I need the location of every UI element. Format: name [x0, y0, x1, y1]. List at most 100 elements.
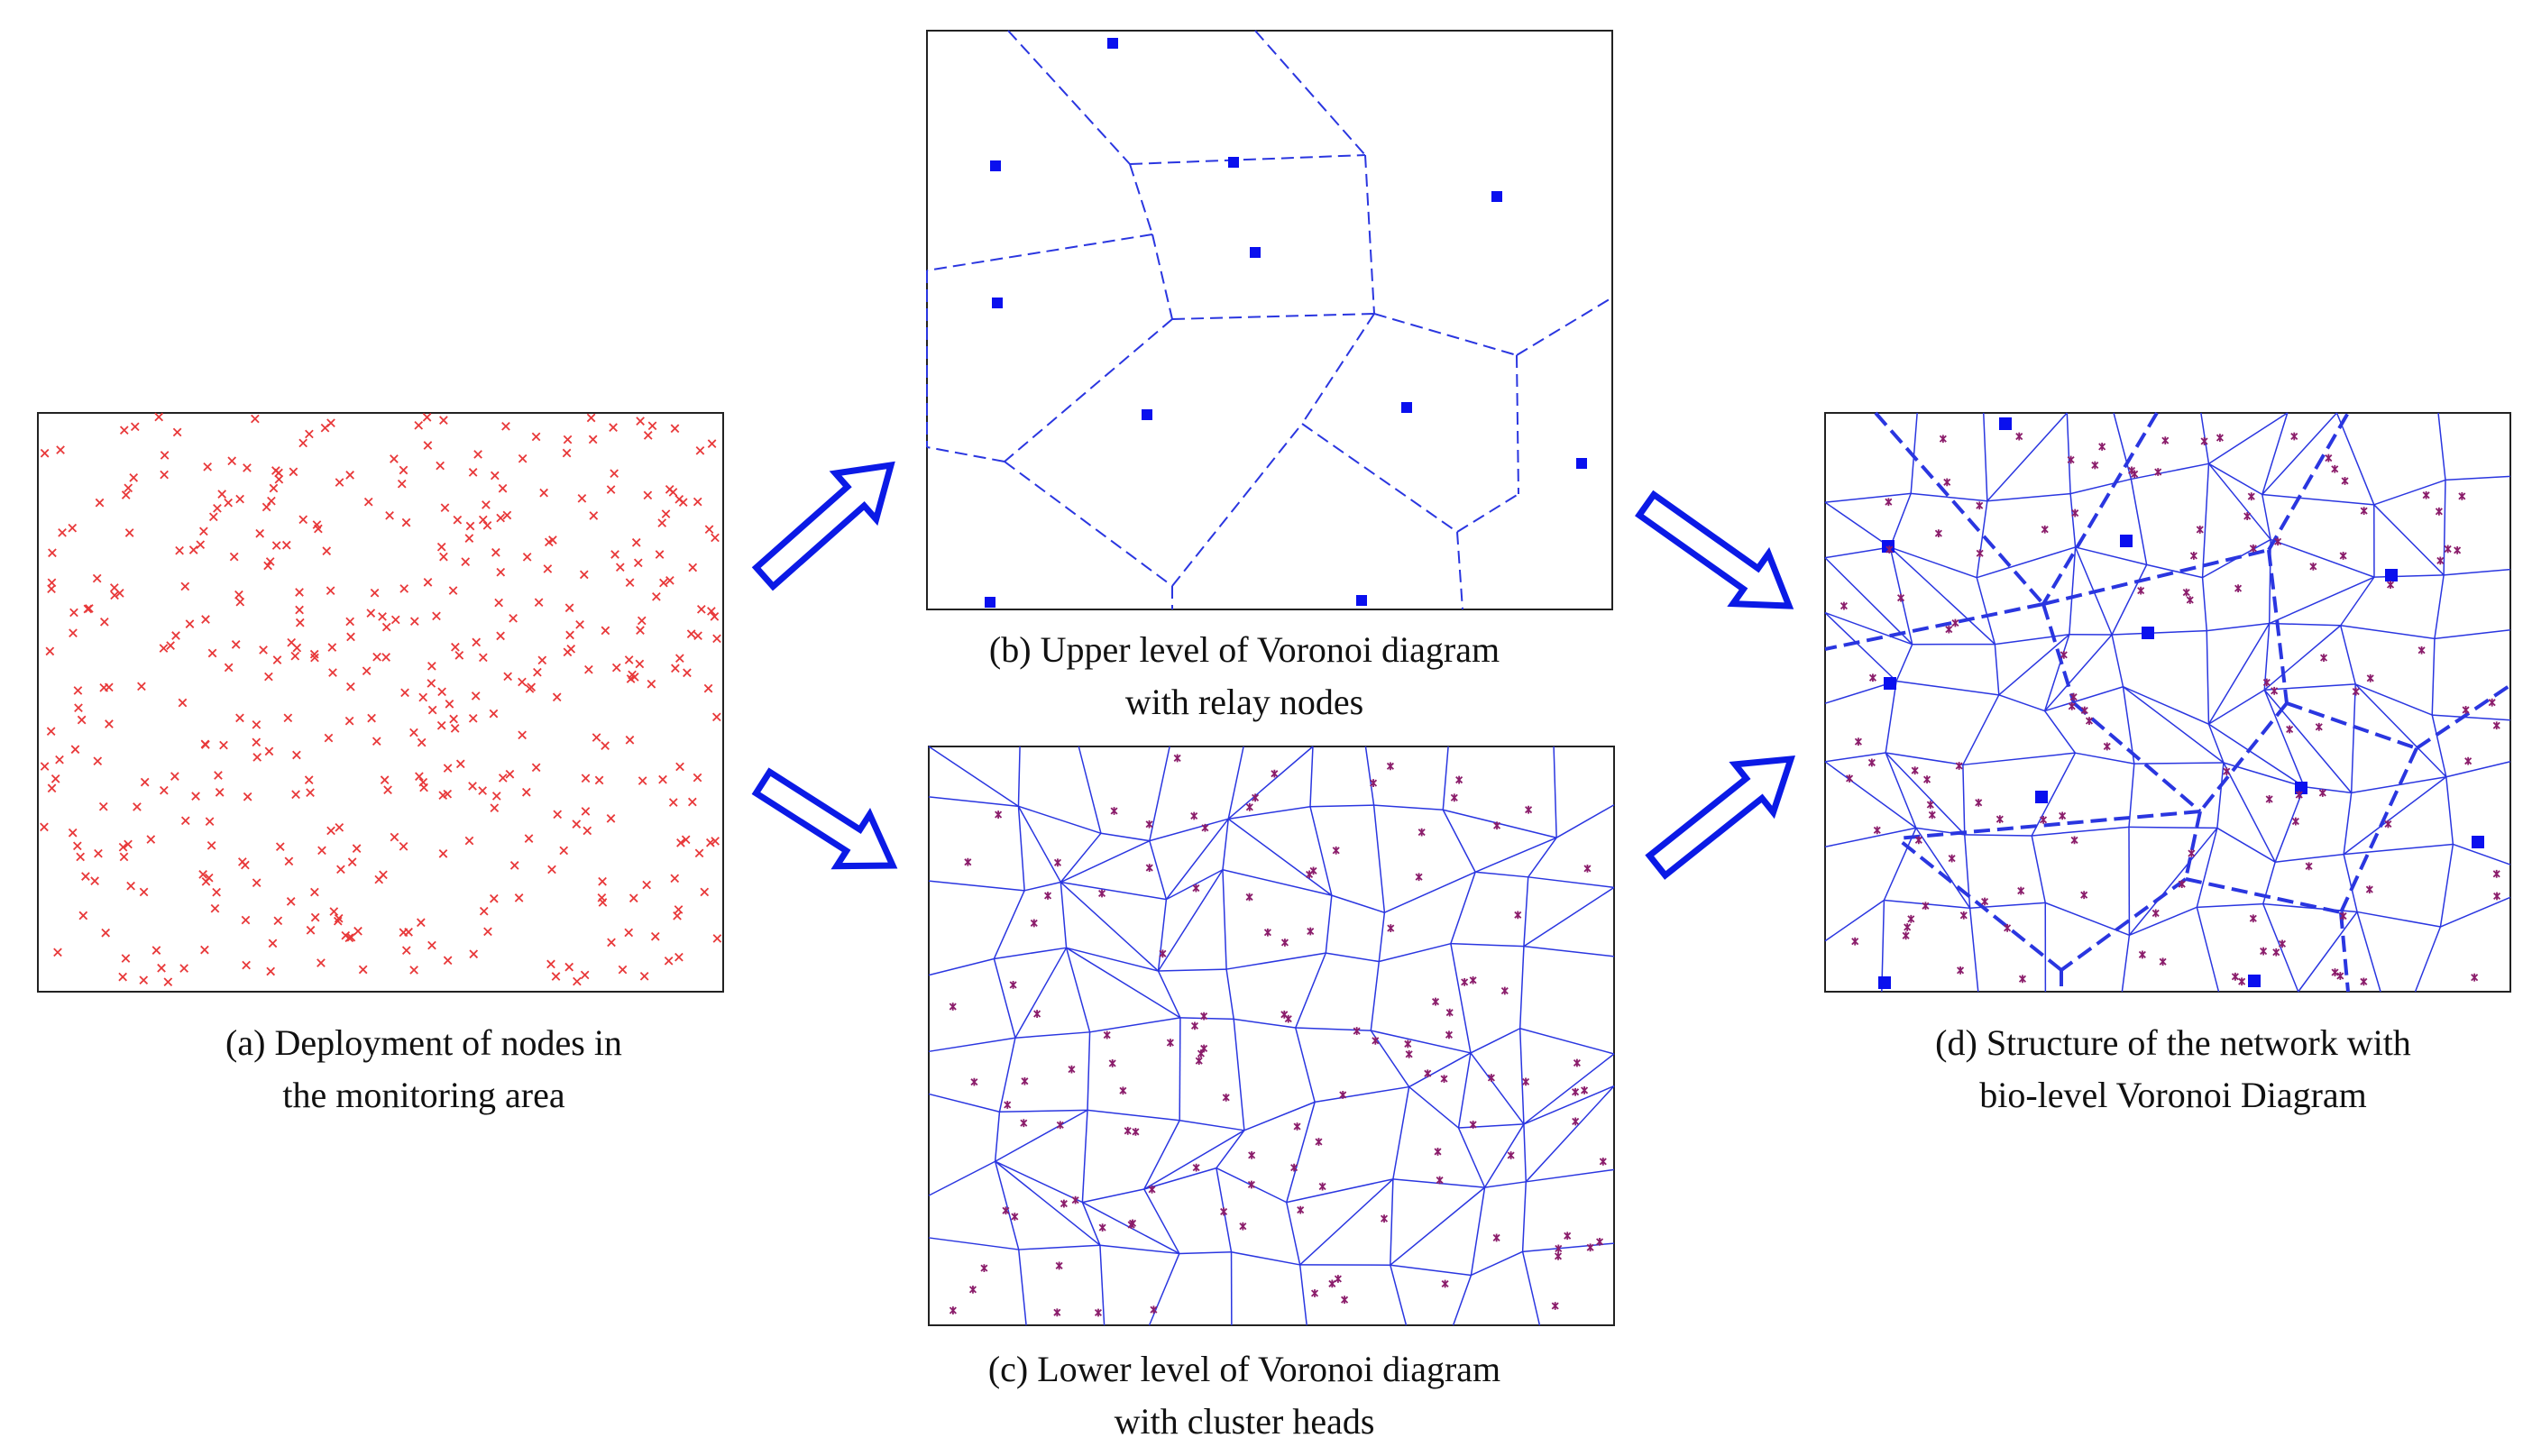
voronoi-edge-solid: [1484, 1181, 1527, 1188]
voronoi-edge-solid: [994, 1112, 1001, 1162]
voronoi-edge-solid: [1017, 746, 1021, 807]
voronoi-edge-solid: [1986, 412, 2068, 502]
voronoi-edge-solid: [1166, 869, 1224, 901]
voronoi-edge-solid: [2444, 568, 2511, 576]
cluster-head: [2040, 815, 2048, 824]
sensor-node-marker: [443, 956, 453, 966]
sensor-node-marker: [404, 928, 413, 937]
voronoi-edge-solid: [1309, 806, 1333, 896]
sensor-node-marker: [496, 567, 506, 577]
cluster-head: [2200, 437, 2208, 445]
sensor-node-marker: [577, 493, 587, 503]
sensor-node-marker: [95, 498, 105, 508]
cluster-head: [1975, 798, 1983, 807]
sensor-node-marker: [380, 775, 390, 784]
caption-a-line2: the monitoring area: [282, 1075, 565, 1115]
voronoi-edge-solid: [1962, 752, 2076, 766]
voronoi-edge-solid: [1824, 546, 1891, 559]
voronoi-edge-solid: [1179, 1251, 1232, 1255]
cluster-head: [1995, 815, 2004, 824]
voronoi-edge-solid: [1371, 1030, 1472, 1054]
voronoi-edge-solid: [2354, 683, 2433, 716]
sensor-node-marker: [286, 897, 296, 906]
sensor-node-marker: [427, 940, 436, 950]
cluster-head: [1914, 836, 1922, 845]
sensor-node-marker: [259, 646, 268, 655]
voronoi-edge-solid: [2206, 630, 2210, 725]
sensor-node-marker: [606, 485, 616, 494]
sensor-node-marker: [345, 617, 355, 627]
voronoi-edge-solid: [1227, 746, 1244, 820]
caption-c-line2: with cluster heads: [1114, 1401, 1375, 1442]
sensor-node-marker: [409, 728, 418, 737]
voronoi-edge-solid: [2043, 634, 2070, 711]
cluster-head: [2015, 432, 2023, 441]
cluster-head: [2216, 434, 2224, 442]
sensor-node-marker: [346, 632, 355, 642]
cluster-head: [2318, 789, 2326, 797]
cluster-head: [2341, 477, 2349, 485]
sensor-node-marker: [105, 719, 114, 728]
voronoi-edge-solid: [1299, 1178, 1394, 1266]
sensor-node-marker: [584, 664, 593, 674]
sensor-node-marker: [552, 692, 562, 702]
cluster-head: [1923, 775, 1931, 784]
sensor-node-marker: [69, 608, 78, 618]
panel-d-frame: [1824, 412, 2511, 993]
sensor-node-marker: [372, 737, 381, 746]
relay-node: [1576, 458, 1587, 469]
cluster-head: [2435, 507, 2443, 516]
sensor-node-marker: [130, 422, 140, 432]
sensor-node-marker: [283, 713, 293, 723]
voronoi-edge-solid: [1234, 1018, 1296, 1029]
sensor-node-marker: [625, 578, 635, 588]
cluster-head: [1030, 919, 1038, 928]
sensor-node-marker: [191, 792, 200, 801]
sensor-node-marker: [438, 791, 448, 800]
relay-node: [2472, 836, 2484, 848]
voronoi-edge-solid: [1373, 804, 1444, 810]
cluster-head: [1192, 1163, 1200, 1172]
voronoi-edge-dashed: [2185, 877, 2342, 914]
voronoi-edge-solid: [2207, 723, 2225, 764]
voronoi-edge-solid: [1078, 746, 1102, 834]
cluster-head: [1239, 1222, 1247, 1231]
voronoi-edge-dashed: [1129, 163, 1153, 235]
sensor-node-marker: [414, 420, 424, 430]
cluster-head: [2238, 977, 2246, 986]
voronoi-edge-solid: [2304, 785, 2352, 794]
cluster-head: [2493, 892, 2501, 901]
voronoi-edge-solid: [2031, 752, 2077, 837]
voronoi-edge-solid: [1158, 968, 1227, 972]
sensor-node-marker: [642, 880, 652, 890]
voronoi-edge-solid: [1521, 1181, 1528, 1252]
voronoi-edge-solid: [1528, 837, 1557, 878]
voronoi-edge-solid: [1895, 680, 1999, 696]
cluster-head: [2315, 722, 2323, 731]
voronoi-edge-solid: [2216, 762, 2225, 829]
sensor-node-marker: [353, 926, 362, 936]
sensor-node-marker: [609, 423, 618, 432]
cluster-head: [1098, 1223, 1106, 1232]
sensor-node-marker: [267, 496, 276, 506]
sensor-node-marker: [598, 898, 608, 907]
voronoi-edge-dashed: [1896, 810, 2201, 840]
cluster-head: [1573, 1058, 1581, 1067]
cluster-head: [1445, 1008, 1454, 1017]
cluster-head: [1127, 1221, 1135, 1229]
voronoi-edge-solid: [1442, 746, 1449, 810]
sensor-node-marker: [501, 421, 510, 431]
sensor-node-marker: [274, 474, 284, 484]
voronoi-edge-solid: [1889, 546, 1977, 579]
relay-node: [1882, 540, 1895, 553]
sensor-node-marker: [518, 453, 528, 463]
voronoi-edge-solid: [1408, 1085, 1459, 1129]
sensor-node-marker: [695, 445, 705, 455]
sensor-node-marker: [133, 802, 142, 811]
panel-c-frame: [928, 746, 1615, 1326]
sensor-node-marker: [206, 840, 216, 850]
sensor-node-marker: [281, 540, 291, 550]
sensor-node-marker: [657, 518, 667, 527]
sensor-node-marker: [639, 971, 649, 981]
cluster-head: [1290, 1163, 1298, 1172]
